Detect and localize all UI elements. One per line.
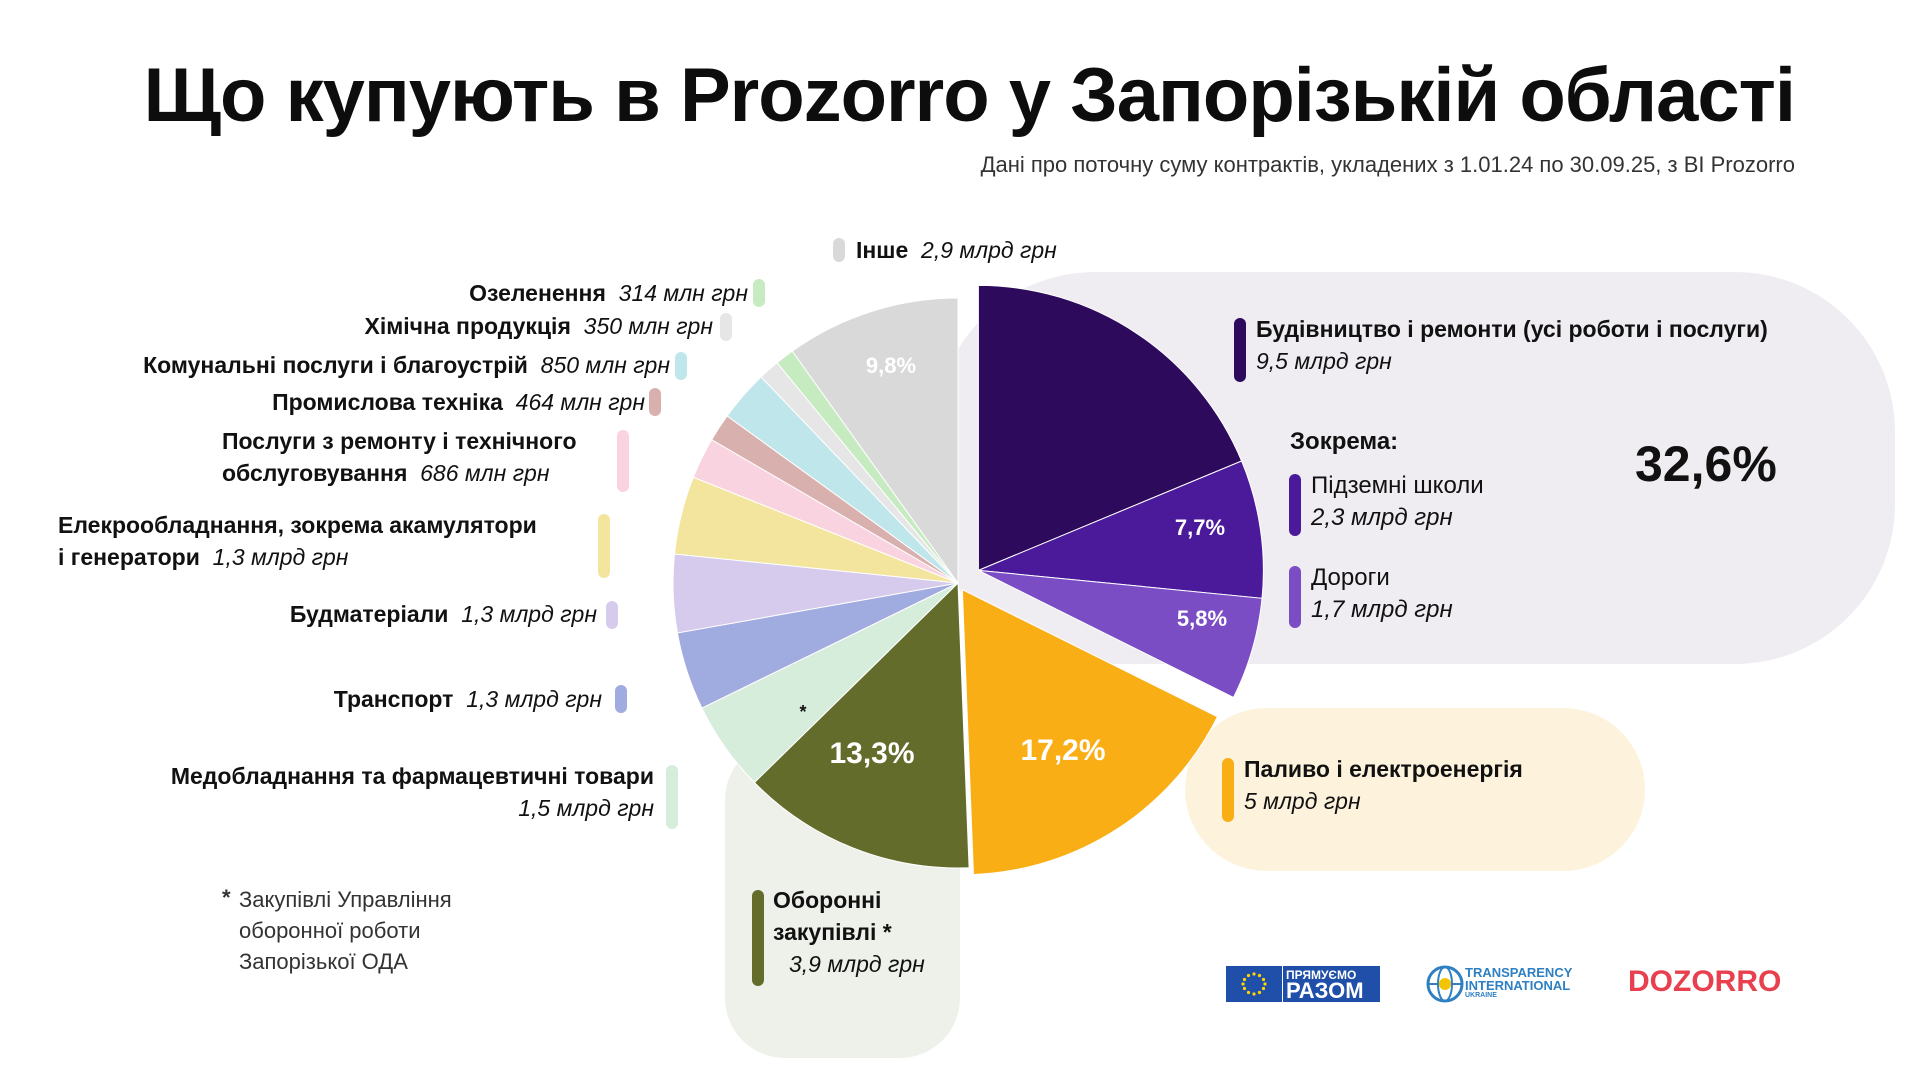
zokrema-heading: Зокрема:: [1290, 428, 1399, 455]
pct-label-oboronni: 13,3%: [829, 737, 914, 770]
eu-pryamuiemo-razom-logo: ПРЯМУЄМО РАЗОМ: [1226, 966, 1380, 1003]
construction-total-pct: 32,6%: [1635, 436, 1777, 492]
legend-bar-oboronni: [752, 890, 764, 986]
legend-bar-transport: [615, 685, 627, 713]
footnote: * Закупівлі Управління оборонної роботи …: [222, 884, 452, 977]
legend-bar-khimichna: [720, 313, 732, 341]
legend-bar-poslugy: [617, 430, 629, 492]
legend-bar-budmat: [606, 601, 618, 629]
footnote-line: оборонної роботи: [239, 918, 421, 943]
label-khimichna: Хімічна продукція 350 млн грн: [364, 313, 713, 339]
transparency-international-logo: TRANSPARENCY INTERNATIONAL UKRAINE: [1425, 964, 1585, 1004]
legend-bar-elektro: [598, 514, 610, 578]
pie-slice-14: [791, 297, 959, 585]
label-poslugy: Послуги з ремонту і технічного обслугову…: [222, 428, 577, 486]
pct-label-palyvo: 17,2%: [1020, 734, 1105, 767]
label-oboronni: Оборонні закупівлі * 3,9 млрд грн: [773, 887, 925, 977]
globe-icon: [1426, 965, 1464, 1003]
legend-bar-komunalni: [675, 352, 687, 380]
legend-bar-shkoly: [1289, 474, 1301, 536]
label-promyslova: Промислова техніка 464 млн грн: [272, 389, 645, 415]
pie-slice-3: [961, 588, 1219, 876]
label-transport: Транспорт 1,3 млрд грн: [333, 686, 602, 712]
fuel-panel: [1185, 708, 1645, 871]
eu-flag-icon: [1226, 966, 1282, 1002]
legend-bar-ozelenennia: [753, 279, 765, 307]
pie-slice-4: [753, 581, 970, 869]
label-inshe: Інше 2,9 млрд грн: [833, 234, 1057, 266]
legend-bar-palyvo: [1222, 758, 1234, 822]
defense-asterisk: *: [799, 702, 806, 722]
label-palyvo: Паливо і електроенергія 5 млрд грн: [1244, 756, 1523, 814]
page-subtitle: Дані про поточну суму контрактів, укладе…: [980, 152, 1795, 177]
pie-slice-0: [977, 284, 1243, 572]
label-komunalni: Комунальні послуги і благоустрій 850 млн…: [143, 352, 670, 378]
pct-label-inshe: 9,8%: [866, 353, 916, 378]
pct-label-dorogy: 5,8%: [1177, 606, 1227, 631]
pct-label-shkoly: 7,7%: [1175, 515, 1225, 540]
legend-bar-inshe: [833, 238, 845, 262]
pie-slice-2: [978, 569, 1263, 699]
legend-bar-budivnytstvo: [1234, 318, 1246, 382]
legend-bar-promyslova: [649, 388, 661, 416]
pie-slice-1: [978, 460, 1264, 599]
footnote-star: *: [222, 885, 231, 910]
label-shkoly: Підземні школи 2,3 млрд грн: [1311, 472, 1484, 531]
label-budmat: Будматеріали 1,3 млрд грн: [289, 601, 597, 627]
legend-bar-med: [666, 765, 678, 829]
page-title: Що купують в Prozorro у Запорізькій обла…: [143, 53, 1796, 138]
label-budivnytstvo: Будівництво і ремонти (усі роботи і посл…: [1256, 316, 1768, 374]
label-elektro: Елекрообладнання, зокрема акамулятори і …: [58, 512, 537, 570]
dozorro-logo: DOZORRO: [1628, 965, 1782, 998]
label-dorogy: Дороги 1,7 млрд грн: [1311, 564, 1453, 623]
label-med: Медобладнання та фармацевтичні товари 1,…: [170, 763, 654, 821]
footnote-line: Запорізької ОДА: [239, 949, 408, 974]
footnote-line: Закупівлі Управління: [239, 887, 452, 912]
label-ozelenennia: Озеленення 314 млн грн: [469, 280, 748, 306]
legend-bar-dorogy: [1289, 566, 1301, 628]
